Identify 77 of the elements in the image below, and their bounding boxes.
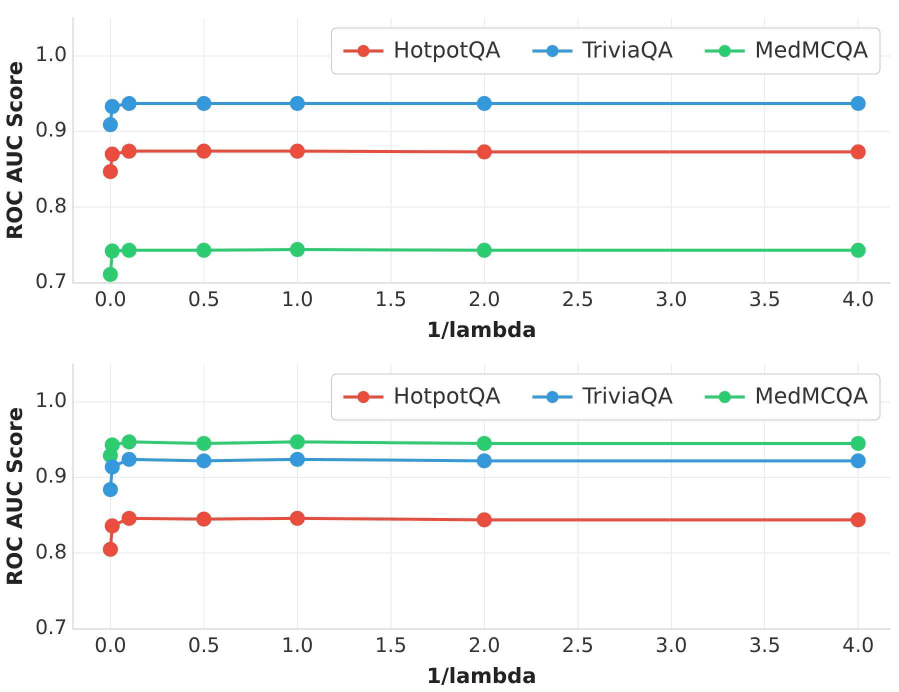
point	[850, 512, 866, 528]
legend-label: TriviaQA	[581, 384, 673, 410]
y-axis-title: ROC AUC Score	[3, 61, 28, 240]
x-tick-label: 3.5	[748, 633, 781, 658]
point	[476, 436, 492, 451]
x-tick-label: 3.0	[655, 287, 688, 312]
point	[102, 266, 118, 282]
point	[122, 96, 137, 111]
point	[196, 144, 212, 159]
point	[850, 453, 866, 468]
y-tick-label: 0.9	[35, 118, 68, 142]
x-axis-title: 1/lambda	[426, 664, 536, 688]
x-tick-label: 3.0	[655, 633, 688, 658]
x-tick-label: 4.0	[842, 633, 874, 658]
x-tick-label: 0.5	[188, 633, 220, 658]
point	[104, 437, 120, 452]
x-tick-label: 2.0	[468, 287, 500, 312]
legend-label: HotpotQA	[393, 384, 500, 410]
point	[850, 436, 866, 451]
legend-label: TriviaQA	[581, 38, 673, 64]
point	[102, 117, 118, 132]
point	[122, 452, 137, 467]
x-tick-label: 1.0	[281, 287, 314, 312]
point	[290, 144, 305, 159]
point	[476, 453, 492, 468]
point	[476, 96, 492, 111]
point	[122, 144, 137, 159]
legend-label: HotpotQA	[393, 38, 500, 64]
legend-label: MedMCQA	[754, 38, 868, 64]
point	[196, 96, 212, 111]
point	[196, 512, 212, 527]
y-tick-label: 0.9	[35, 464, 68, 488]
point	[122, 510, 137, 526]
point	[102, 542, 118, 557]
point	[290, 510, 305, 526]
point	[290, 452, 305, 467]
point	[476, 144, 492, 160]
point	[122, 434, 137, 450]
point	[290, 242, 305, 258]
y-tick-label: 0.7	[35, 615, 68, 640]
point	[290, 96, 305, 111]
x-tick-label: 2.0	[468, 633, 500, 658]
x-tick-label: 3.5	[748, 287, 781, 312]
point	[196, 436, 212, 451]
point	[850, 96, 866, 111]
point	[104, 99, 120, 114]
y-axis-title: ROC AUC Score	[3, 407, 28, 586]
x-tick-label: 0.0	[94, 633, 126, 658]
x-tick-label: 4.0	[842, 287, 874, 312]
x-tick-label: 0.5	[188, 287, 220, 312]
point	[102, 482, 118, 498]
x-tick-label: 0.0	[94, 287, 126, 312]
point	[104, 244, 120, 259]
point	[476, 242, 492, 258]
point	[476, 512, 492, 528]
y-tick-label: 0.8	[35, 193, 68, 218]
y-tick-label: 0.8	[35, 539, 68, 564]
point	[122, 242, 137, 258]
y-tick-label: 0.7	[35, 269, 68, 294]
x-tick-label: 2.5	[562, 287, 594, 312]
point	[850, 242, 866, 258]
point	[850, 144, 866, 160]
point	[102, 164, 118, 180]
x-tick-label: 2.5	[562, 633, 594, 658]
point	[104, 518, 120, 534]
x-axis-title: 1/lambda	[426, 318, 536, 342]
x-tick-label: 1.5	[374, 633, 407, 658]
point	[290, 434, 305, 450]
y-tick-label: 1.0	[35, 388, 68, 412]
point	[196, 453, 212, 468]
x-tick-label: 1.5	[374, 287, 407, 312]
point	[196, 242, 212, 258]
point	[104, 459, 120, 474]
point	[104, 146, 120, 162]
x-tick-label: 1.0	[281, 633, 314, 658]
y-tick-label: 1.0	[35, 42, 68, 66]
legend-label: MedMCQA	[754, 384, 868, 410]
